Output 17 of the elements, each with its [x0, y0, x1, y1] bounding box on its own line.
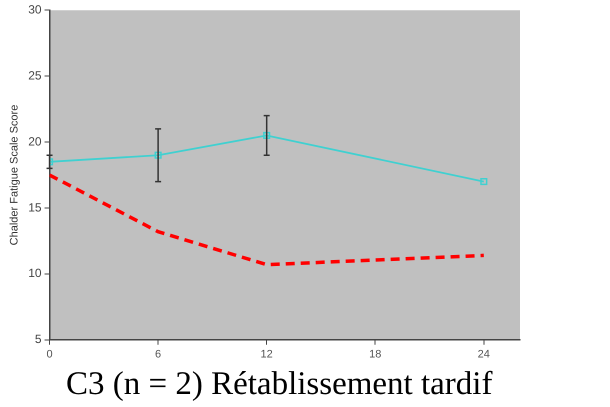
x-tick-label: 24	[478, 348, 490, 360]
x-tick-label: 12	[260, 348, 273, 360]
y-tick-label: 10	[28, 266, 42, 280]
y-tick-label: 15	[28, 200, 42, 214]
point	[480, 178, 488, 186]
point	[263, 132, 270, 140]
y-tick-label: 20	[28, 134, 42, 148]
point	[154, 152, 162, 159]
y-axis-title: Chalder Fatigue Scale Score	[8, 104, 21, 246]
x-tick-label: 0	[46, 348, 53, 360]
line-series	[50, 173, 486, 266]
y-tick-label: 30	[28, 2, 42, 17]
text: C3 (n = 2) Rétablissement tardif	[65, 365, 494, 404]
x-tick-label: 6	[155, 348, 162, 360]
x-tick-label: 18	[369, 348, 382, 360]
y-tick-label: 25	[28, 68, 42, 82]
y-tick-label: 5	[34, 332, 42, 346]
